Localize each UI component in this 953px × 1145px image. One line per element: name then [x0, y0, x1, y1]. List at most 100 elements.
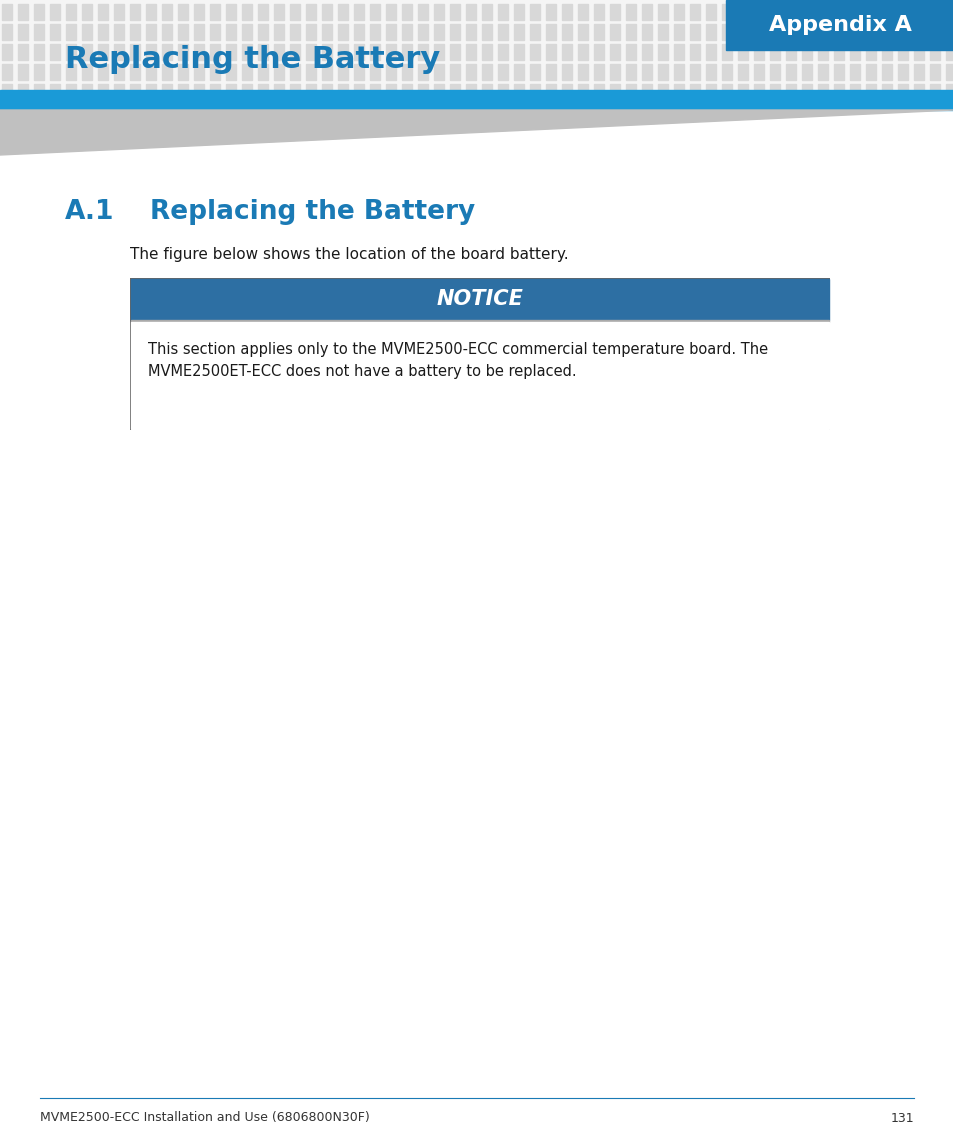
Bar	[705, 64, 716, 80]
Bar	[178, 104, 188, 120]
Bar	[594, 3, 603, 19]
Bar	[481, 3, 492, 19]
Bar	[242, 104, 252, 120]
Bar	[274, 3, 284, 19]
Bar	[658, 44, 667, 60]
Bar	[130, 278, 829, 431]
Bar	[274, 64, 284, 80]
Bar	[514, 84, 523, 100]
Bar	[2, 104, 12, 120]
Bar	[882, 64, 891, 80]
Bar	[849, 3, 859, 19]
Bar	[530, 24, 539, 40]
Bar	[337, 64, 348, 80]
Bar	[929, 3, 939, 19]
Bar	[721, 64, 731, 80]
Bar	[673, 3, 683, 19]
Bar	[945, 24, 953, 40]
Bar	[401, 84, 412, 100]
Bar	[450, 64, 459, 80]
Bar	[609, 84, 619, 100]
Bar	[929, 44, 939, 60]
Bar	[257, 64, 268, 80]
Bar	[738, 64, 747, 80]
Bar	[34, 24, 44, 40]
Bar	[146, 24, 156, 40]
Bar	[913, 44, 923, 60]
Text: Replacing the Battery: Replacing the Battery	[65, 46, 439, 74]
Bar	[658, 84, 667, 100]
Bar	[738, 3, 747, 19]
Bar	[193, 104, 204, 120]
Bar	[162, 44, 172, 60]
Bar	[354, 3, 364, 19]
Bar	[481, 64, 492, 80]
Bar	[481, 24, 492, 40]
Bar	[594, 44, 603, 60]
Bar	[130, 24, 140, 40]
Bar	[833, 84, 843, 100]
Bar	[386, 44, 395, 60]
Bar	[801, 64, 811, 80]
Bar	[865, 3, 875, 19]
Bar	[34, 3, 44, 19]
Bar	[193, 84, 204, 100]
Bar	[849, 24, 859, 40]
Bar	[386, 24, 395, 40]
Bar	[178, 84, 188, 100]
Bar	[897, 64, 907, 80]
Bar	[434, 84, 443, 100]
Bar	[354, 24, 364, 40]
Bar	[34, 44, 44, 60]
Bar	[705, 3, 716, 19]
Bar	[417, 84, 428, 100]
Bar	[401, 64, 412, 80]
Bar	[913, 84, 923, 100]
Bar	[721, 24, 731, 40]
Bar	[497, 104, 507, 120]
Bar	[242, 24, 252, 40]
Bar	[193, 64, 204, 80]
Bar	[514, 3, 523, 19]
Bar	[2, 24, 12, 40]
Bar	[689, 104, 700, 120]
Bar	[658, 64, 667, 80]
Bar	[226, 24, 235, 40]
Bar	[113, 104, 124, 120]
Bar	[929, 104, 939, 120]
Bar	[897, 44, 907, 60]
Bar	[18, 24, 28, 40]
Bar	[725, 0, 953, 50]
Bar	[641, 44, 651, 60]
Bar	[673, 24, 683, 40]
Bar	[801, 24, 811, 40]
Bar	[625, 44, 636, 60]
Bar	[817, 104, 827, 120]
Bar	[545, 104, 556, 120]
Bar	[817, 44, 827, 60]
Bar	[370, 104, 379, 120]
Bar	[738, 84, 747, 100]
Bar	[689, 44, 700, 60]
Bar	[322, 104, 332, 120]
Bar	[146, 44, 156, 60]
Bar	[113, 24, 124, 40]
Text: NOTICE: NOTICE	[436, 289, 523, 309]
Bar	[290, 64, 299, 80]
Bar	[865, 104, 875, 120]
Bar	[785, 104, 795, 120]
Bar	[497, 3, 507, 19]
Bar	[769, 44, 780, 60]
Bar	[193, 3, 204, 19]
Bar	[210, 24, 220, 40]
Bar	[98, 24, 108, 40]
Bar	[578, 44, 587, 60]
Bar	[641, 24, 651, 40]
Bar	[178, 44, 188, 60]
Bar	[370, 44, 379, 60]
Bar	[434, 44, 443, 60]
Bar	[98, 3, 108, 19]
Bar	[210, 84, 220, 100]
Bar	[226, 3, 235, 19]
Bar	[130, 64, 140, 80]
